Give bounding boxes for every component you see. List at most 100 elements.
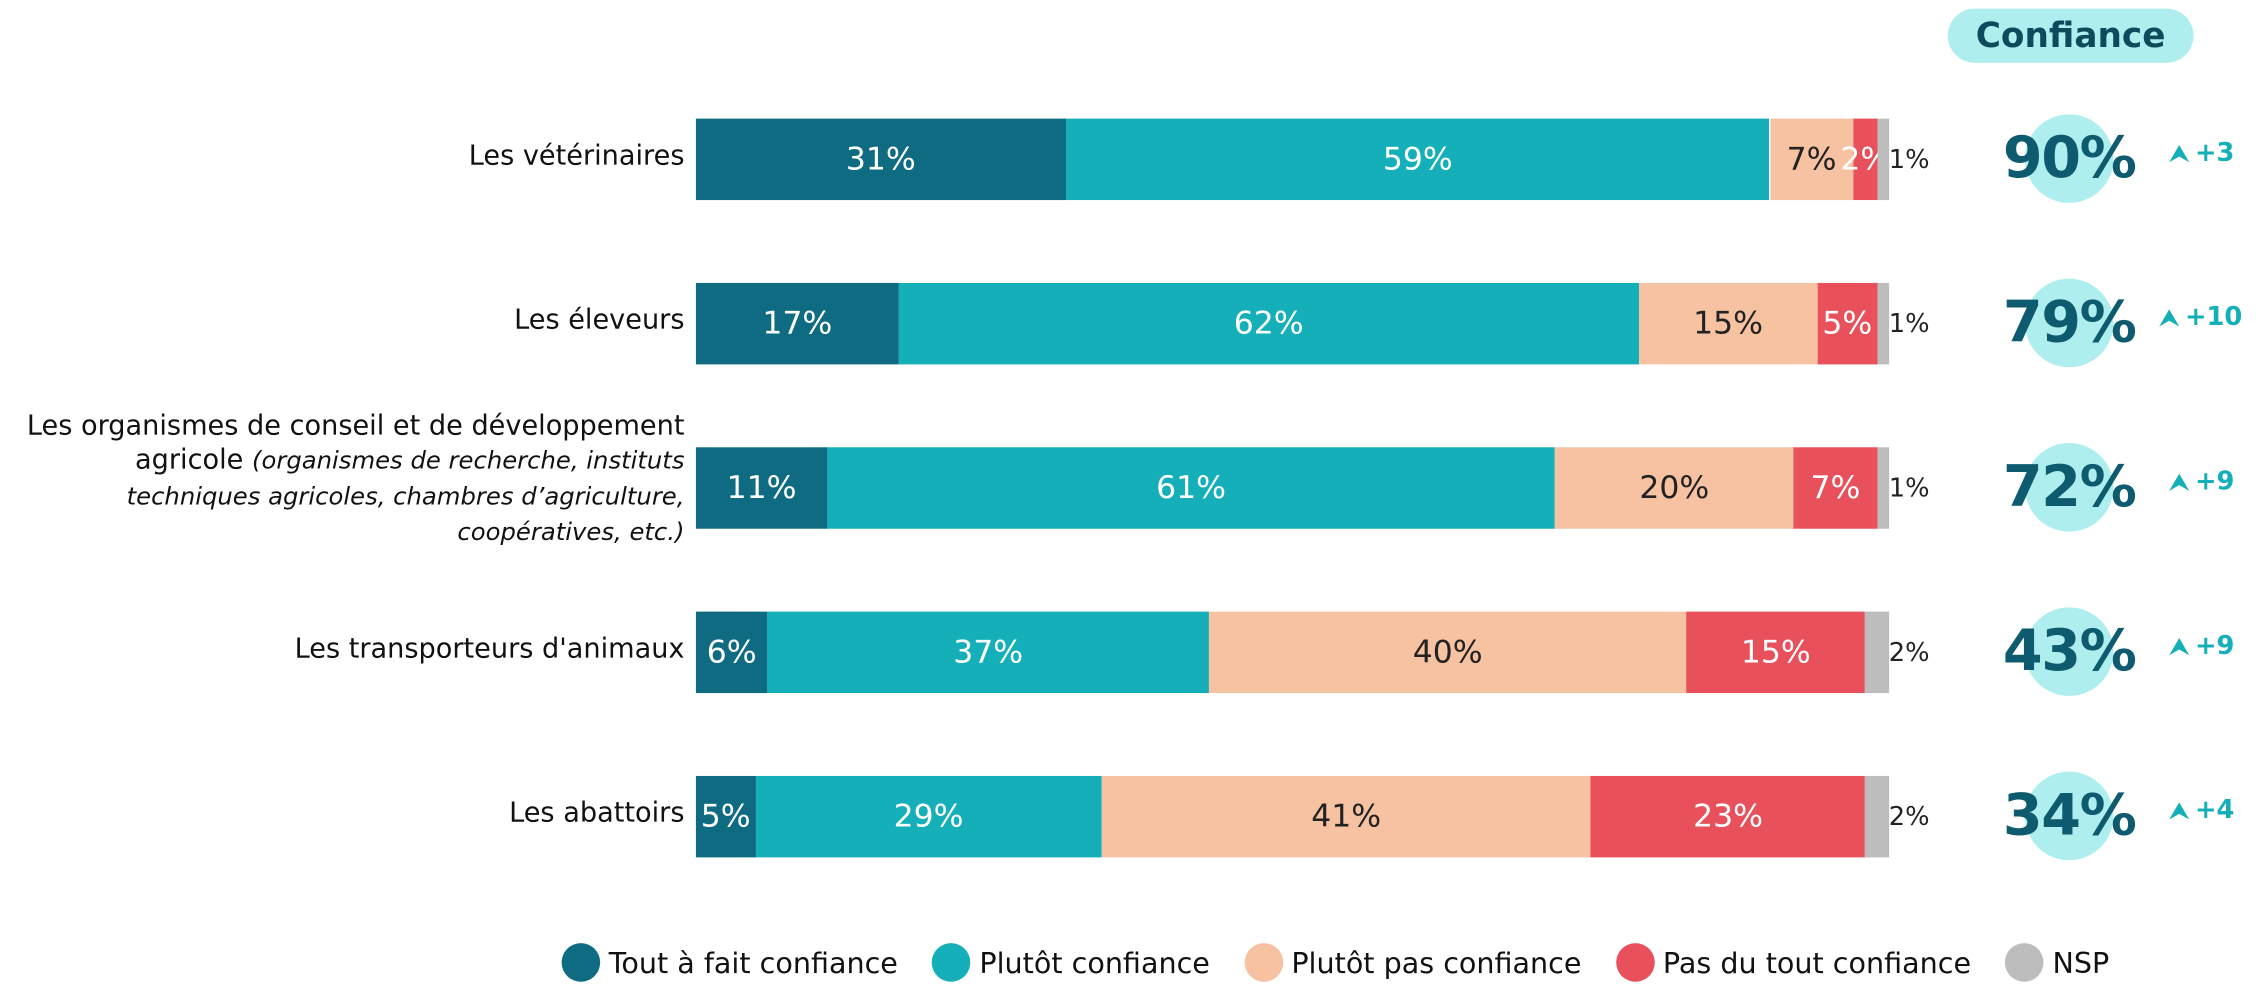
legend-label: Tout à fait confiance xyxy=(608,945,898,980)
change-label: +3 xyxy=(2194,137,2235,168)
bar-segment xyxy=(1208,610,1687,693)
bar-segment xyxy=(898,282,1639,364)
bar-segment xyxy=(767,610,1209,693)
confidence-circle xyxy=(2024,442,2114,532)
bar-segment xyxy=(1555,446,1794,529)
value-label: 59% xyxy=(1382,142,1453,178)
confidence-change: +3 xyxy=(2168,137,2235,168)
confidence-circle xyxy=(2024,607,2114,696)
up-arrow xyxy=(2169,637,2190,655)
confidence-change: +9 xyxy=(2168,630,2235,661)
legend-item: Plutôt pas confiance xyxy=(1244,943,1581,982)
category-text: Les abattoirs xyxy=(509,797,685,829)
up-arrow xyxy=(2169,472,2190,491)
value-label: 1% xyxy=(1888,309,1930,340)
value-label: 2% xyxy=(1888,802,1930,833)
value-label: 1% xyxy=(1888,473,1930,504)
value-label: 11% xyxy=(726,470,797,507)
legend-item: NSP xyxy=(2005,943,2109,982)
value-label: 40% xyxy=(1412,635,1483,671)
bar-segment xyxy=(1638,282,1818,364)
bar-segment xyxy=(1793,446,1878,529)
value-label: 7% xyxy=(1786,142,1837,178)
confidence-change: +4 xyxy=(2168,795,2235,826)
legend-swatch xyxy=(561,943,601,982)
value-label: 61% xyxy=(1156,470,1227,507)
value-label: 20% xyxy=(1639,470,1710,507)
category-text: Les transporteurs d'animaux xyxy=(294,633,685,665)
bar-segment xyxy=(1101,775,1591,857)
confidence-value: 34% xyxy=(2002,783,2137,849)
value-label: 5% xyxy=(700,799,751,836)
category-label: Les organismes de conseil et de développ… xyxy=(13,408,685,549)
category-label: Les éleveurs xyxy=(13,303,685,337)
legend-label: Pas du tout confiance xyxy=(1662,945,1972,980)
legend-item: Pas du tout confiance xyxy=(1615,943,1972,982)
value-label: 6% xyxy=(706,635,757,671)
legend-label: Plutôt confiance xyxy=(979,945,1210,980)
category-label: Les transporteurs d'animaux xyxy=(13,632,685,666)
legend-label: Plutôt pas confiance xyxy=(1291,945,1582,980)
value-label: 17% xyxy=(762,306,833,343)
legend-swatch xyxy=(932,943,971,982)
legend-swatch xyxy=(2005,943,2044,982)
confidence-value: 79% xyxy=(2002,290,2137,356)
confidence-change: +9 xyxy=(2168,466,2235,497)
confidence-circle xyxy=(2024,278,2114,368)
value-label: 5% xyxy=(1822,306,1873,343)
bar-segment xyxy=(1877,446,1890,529)
value-label: 7% xyxy=(1810,470,1861,507)
legend: Tout à fait confiance Plutôt confiance Plu… xyxy=(561,943,2109,982)
value-label: 37% xyxy=(953,635,1024,671)
bar-segment xyxy=(827,446,1556,529)
confidence-header: Confiance xyxy=(1947,8,2194,63)
category-text: Les éleveurs xyxy=(514,304,685,336)
up-arrow xyxy=(2169,144,2190,162)
value-label: 31% xyxy=(845,142,916,178)
bar-segment xyxy=(755,775,1102,857)
value-label: 41% xyxy=(1311,799,1382,836)
up-arrow xyxy=(2169,801,2190,819)
value-label: 1% xyxy=(1888,145,1930,176)
bar-segment xyxy=(695,775,756,857)
bar-segment xyxy=(1769,117,1854,200)
legend-label: NSP xyxy=(2052,945,2110,980)
chart: Confiance Tout à fait confiance Plutôt co… xyxy=(10,0,2251,996)
bar-segment xyxy=(695,446,828,529)
bar-segment xyxy=(1686,610,1866,693)
category-text: Les organismes de conseil et de développ… xyxy=(26,409,685,476)
up-arrow xyxy=(2159,308,2180,326)
legend-swatch xyxy=(1615,943,1655,982)
bar-segment xyxy=(1817,282,1878,364)
change-label: +9 xyxy=(2194,630,2235,661)
value-label: 23% xyxy=(1693,799,1763,836)
bar-segment xyxy=(1865,610,1890,693)
bar-segment xyxy=(695,117,1066,200)
category-text: Les vétérinaires xyxy=(468,140,685,172)
value-label: 62% xyxy=(1233,306,1304,343)
bar-segment xyxy=(1865,775,1890,857)
confidence-circle xyxy=(2024,114,2114,203)
bar-segment xyxy=(1877,282,1890,364)
category-label: Les abattoirs xyxy=(13,796,685,830)
confidence-circle xyxy=(2024,771,2114,861)
bar-segment xyxy=(1065,117,1770,200)
confidence-title: Confiance xyxy=(1975,15,2166,56)
value-label: 15% xyxy=(1693,306,1763,343)
value-label: 29% xyxy=(893,799,964,836)
value-label: 2% xyxy=(1888,638,1930,669)
confidence-value: 72% xyxy=(2002,454,2137,521)
category-detail: (organismes de recherche, instituts tech… xyxy=(126,446,685,547)
confidence-value: 43% xyxy=(2002,618,2137,685)
legend-swatch xyxy=(1244,943,1283,982)
confidence-change: +10 xyxy=(2158,302,2243,333)
bar-segment xyxy=(1590,775,1866,857)
change-label: +9 xyxy=(2194,466,2235,497)
change-label: +10 xyxy=(2184,302,2243,333)
bar-segment xyxy=(695,610,768,693)
legend-item: Plutôt confiance xyxy=(932,943,1210,982)
change-label: +4 xyxy=(2194,795,2235,826)
legend-item: Tout à fait confiance xyxy=(561,943,898,982)
bar-segment xyxy=(1877,117,1890,200)
